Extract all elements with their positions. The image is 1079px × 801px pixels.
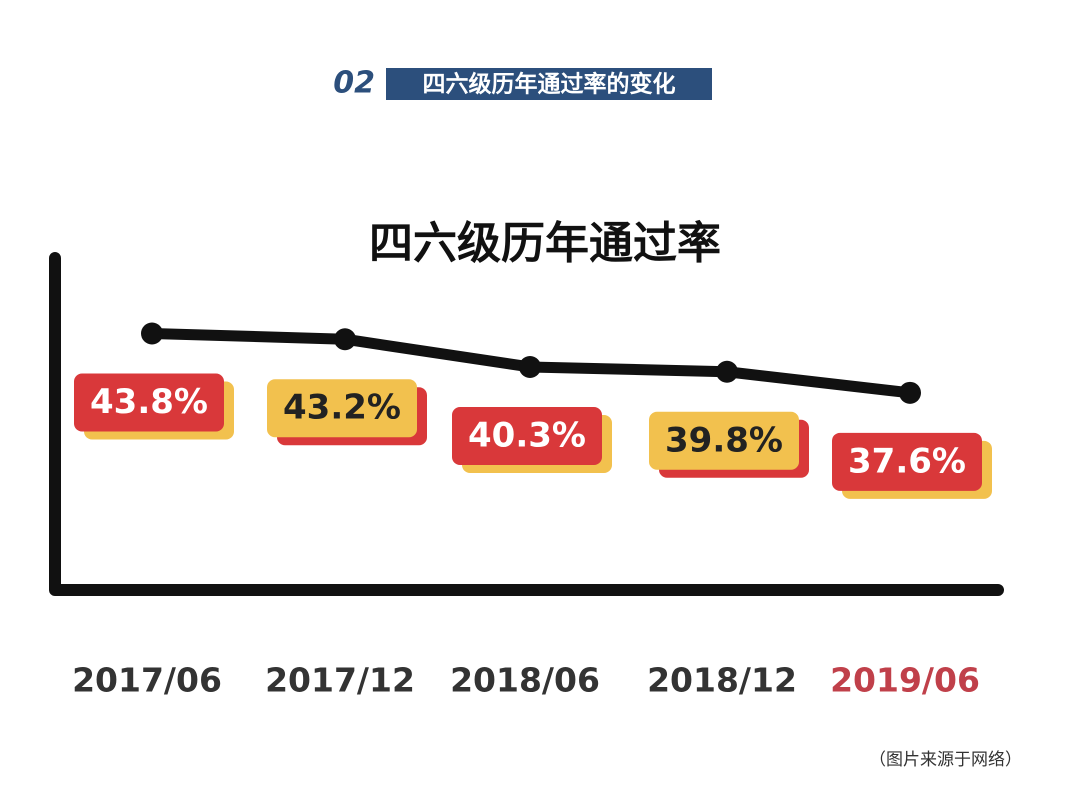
point: [334, 328, 356, 351]
x-tick-label: 2018/12: [647, 661, 797, 700]
x-tick-label: 2017/06: [72, 661, 222, 700]
source-note: （图片来源于网络）: [869, 750, 1022, 770]
value-label: 37.6%: [848, 441, 966, 481]
label-badge: [832, 432, 982, 491]
x-tick-label: 2018/06: [450, 661, 600, 700]
label-badge: [74, 373, 224, 432]
value-label: 43.8%: [90, 382, 208, 422]
x-tick-label: 2017/12: [265, 661, 415, 700]
value-label: 40.3%: [468, 415, 586, 455]
axes: [49, 252, 1004, 596]
point: [899, 381, 921, 404]
section-number: 02: [333, 66, 375, 101]
x-tick-label: 2019/06: [830, 661, 980, 700]
label-badge: [649, 411, 799, 470]
section-title-bg: [386, 68, 712, 100]
section-title: 四六级历年通过率的变化: [423, 71, 676, 98]
chart-title: 四六级历年通过率: [369, 218, 721, 269]
point: [141, 322, 163, 345]
label-badge: [452, 406, 602, 465]
point: [519, 355, 541, 378]
value-label: 43.2%: [283, 388, 401, 428]
point: [716, 360, 738, 383]
value-label: 39.8%: [665, 420, 783, 460]
label-badge: [267, 379, 417, 438]
